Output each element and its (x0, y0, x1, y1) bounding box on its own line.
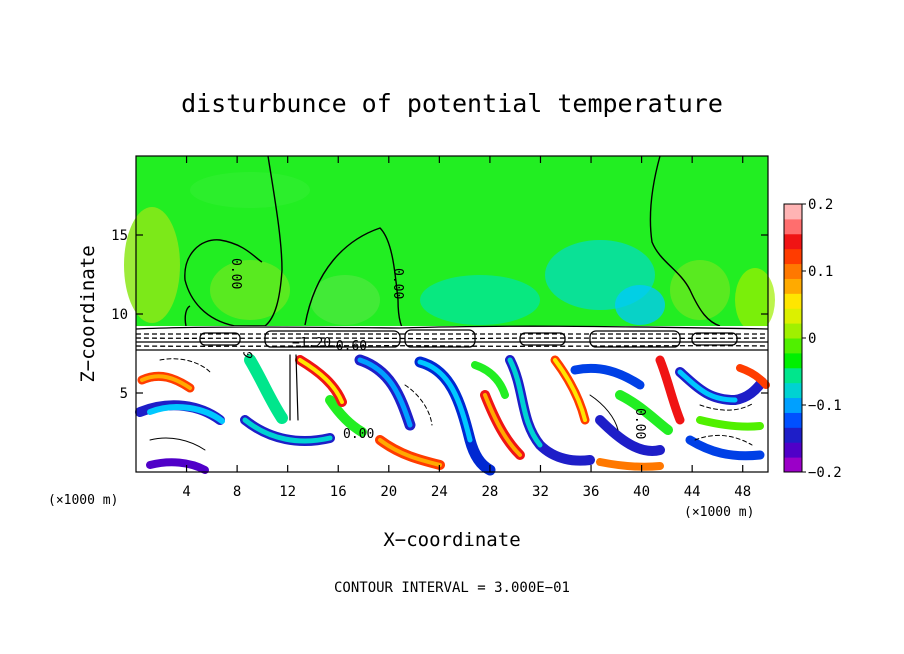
colorbar-swatch (784, 204, 802, 220)
colorbar-swatch (784, 442, 802, 458)
x-tick-label: 40 (633, 484, 650, 500)
contour-label: 0.00 (228, 258, 243, 289)
x-tick-label: 8 (233, 484, 241, 500)
colorbar (783, 203, 803, 473)
colorbar-swatch (784, 293, 802, 309)
x-tick-label: 12 (279, 484, 296, 500)
upper-field-variations (124, 172, 775, 332)
colorbar-tick-label: −0.2 (808, 465, 842, 481)
x-tick-label: 16 (330, 484, 347, 500)
x-tick-label: 20 (380, 484, 397, 500)
x-axis-title: X−coordinate (383, 529, 520, 551)
colorbar-swatch (784, 338, 802, 354)
colorbar-swatch (784, 323, 802, 339)
colorbar-swatch (784, 397, 802, 413)
colorbar-tick-label: 0 (808, 331, 816, 347)
contour-label: −0.60 (328, 339, 367, 354)
x-unit-right: (×1000 m) (684, 505, 754, 520)
colorbar-swatch (784, 457, 802, 473)
colorbar-swatch (784, 263, 802, 279)
x-tick-label: 44 (684, 484, 701, 500)
chart-title: disturbunce of potential temperature (181, 89, 723, 118)
upper-contours (184, 155, 721, 331)
x-axis: 4 8 12 16 20 24 28 32 36 40 44 48 (182, 156, 751, 500)
colorbar-swatch (784, 412, 802, 428)
colorbar-swatch (784, 218, 802, 235)
contour-label: 0.00 (343, 427, 374, 442)
x-tick-label: 28 (481, 484, 498, 500)
contour-label: 0.00 (632, 408, 647, 439)
colorbar-swatch (784, 427, 802, 443)
plot-area: 0.00 0.00 (124, 155, 775, 476)
colorbar-swatch (784, 367, 802, 384)
colorbar-swatch (784, 352, 802, 369)
y-tick-label: 5 (120, 386, 128, 402)
contour-label: 0.00 (390, 268, 405, 299)
x-unit-left: (×1000 m) (48, 493, 118, 508)
colorbar-swatch (784, 382, 802, 399)
x-tick-label: 4 (182, 484, 190, 500)
contour-interval-note: CONTOUR INTERVAL = 3.000E−01 (334, 580, 570, 596)
y-tick-label: 15 (111, 228, 128, 244)
lower-field-features (135, 354, 770, 476)
contour-label: −1.20 (292, 336, 331, 351)
y-tick-label: 10 (111, 307, 128, 323)
colorbar-swatch (784, 233, 802, 250)
y-axis-title: Z−coordinate (77, 245, 99, 382)
colorbar-tick-label: −0.1 (808, 398, 842, 414)
y-axis: 5 10 15 (111, 228, 768, 402)
x-tick-label: 32 (532, 484, 549, 500)
x-tick-label: 24 (431, 484, 448, 500)
inversion-contours (135, 325, 769, 351)
colorbar-swatch (784, 248, 802, 265)
colorbar-tick-label: 0.1 (808, 264, 833, 280)
colorbar-tick-label: 0.2 (808, 197, 833, 213)
x-tick-label: 36 (583, 484, 600, 500)
x-tick-label: 48 (734, 484, 751, 500)
colorbar-swatch (784, 308, 802, 324)
colorbar-swatch (784, 278, 802, 294)
colorbar-ticks: 0.2 0.1 0 −0.1 −0.2 (802, 197, 842, 481)
